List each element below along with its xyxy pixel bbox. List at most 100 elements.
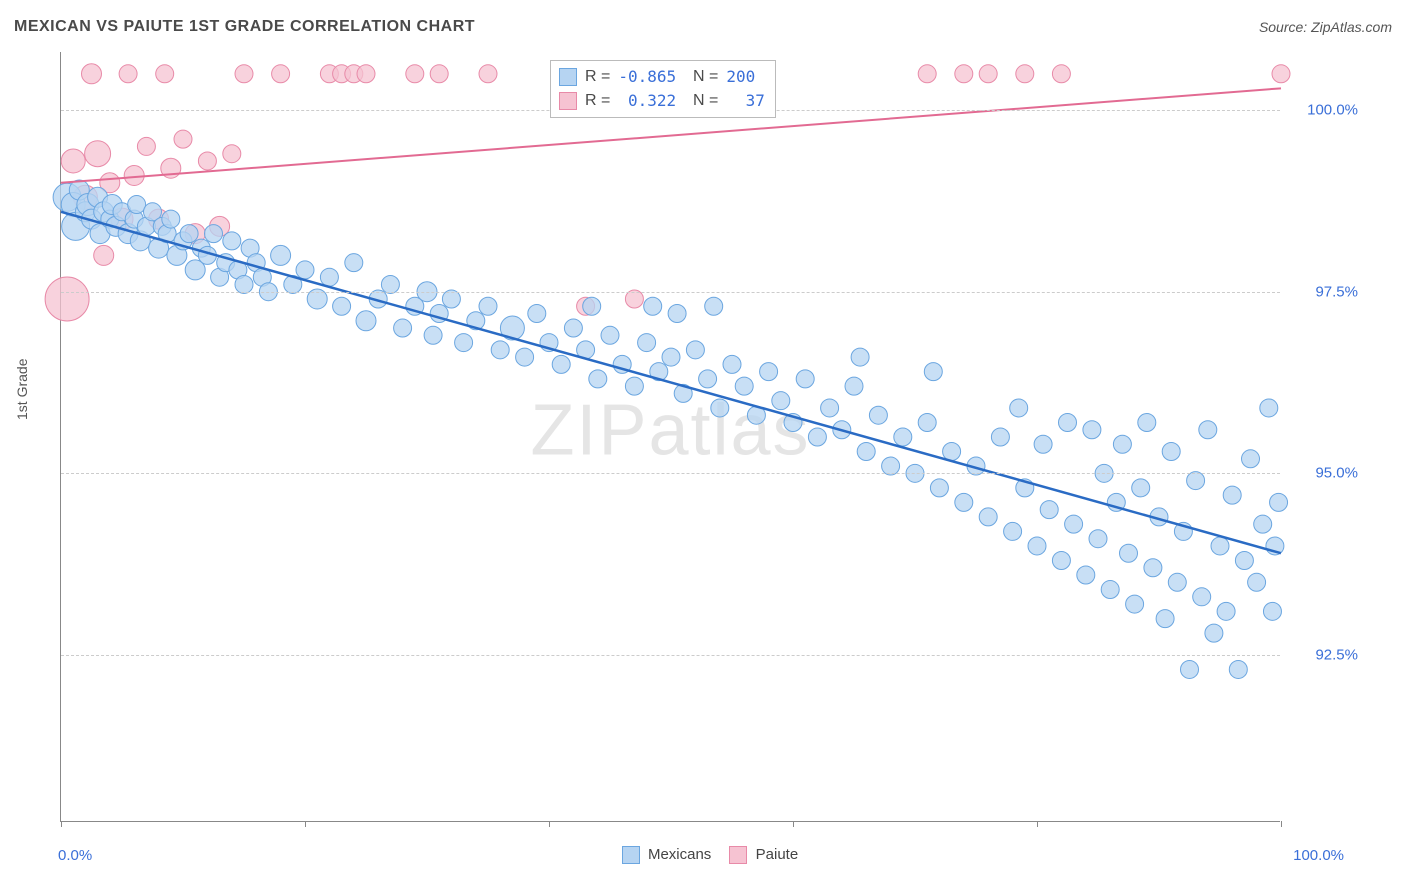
y-tick-label: 92.5% [1315,646,1358,663]
data-point-paiute [82,64,102,84]
data-point-mexicans [699,370,717,388]
data-point-paiute [1272,65,1290,83]
data-point-paiute [979,65,997,83]
gridline [61,655,1280,656]
x-tick-mark [793,821,794,827]
data-point-mexicans [808,428,826,446]
data-point-mexicans [552,355,570,373]
data-point-mexicans [394,319,412,337]
data-point-mexicans [662,348,680,366]
data-point-paiute [1016,65,1034,83]
data-point-mexicans [930,479,948,497]
data-point-mexicans [1223,486,1241,504]
data-point-paiute [235,65,253,83]
data-point-paiute [156,65,174,83]
data-point-paiute [357,65,375,83]
data-point-mexicans [491,341,509,359]
x-tick-mark [1037,821,1038,827]
data-point-mexicans [668,305,686,323]
data-point-mexicans [1126,595,1144,613]
data-point-mexicans [735,377,753,395]
data-point-mexicans [991,428,1009,446]
data-point-mexicans [1254,515,1272,533]
stats-legend: R = -0.865 N = 200 R = 0.322 N = 37 [550,60,776,118]
data-point-paiute [119,65,137,83]
data-point-mexicans [1242,450,1260,468]
data-point-mexicans [1248,573,1266,591]
data-point-paiute [174,130,192,148]
stat-n-mexicans: 200 [726,65,755,89]
data-point-paiute [430,65,448,83]
data-point-mexicans [1077,566,1095,584]
stat-r-label: R = [585,89,610,113]
stat-n-paiute: 37 [726,89,765,113]
data-point-mexicans [479,297,497,315]
data-point-mexicans [516,348,534,366]
swatch-paiute [559,92,577,110]
data-point-mexicans [924,363,942,381]
data-point-mexicans [1034,435,1052,453]
data-point-mexicans [1101,581,1119,599]
data-point-mexicans [564,319,582,337]
data-point-mexicans [1229,660,1247,678]
x-tick-mark [61,821,62,827]
gridline [61,473,1280,474]
y-axis-label: 1st Grade [14,359,30,420]
data-point-mexicans [589,370,607,388]
data-point-mexicans [638,334,656,352]
y-tick-label: 95.0% [1315,465,1358,482]
data-point-paiute [479,65,497,83]
stat-r-mexicans: -0.865 [618,65,676,89]
data-point-mexicans [455,334,473,352]
stat-r-paiute: 0.322 [618,89,676,113]
data-point-mexicans [711,399,729,417]
data-point-mexicans [601,326,619,344]
data-point-mexicans [979,508,997,526]
y-tick-label: 100.0% [1307,102,1358,119]
data-point-mexicans [1162,443,1180,461]
data-point-mexicans [851,348,869,366]
x-tick-mark [1281,821,1282,827]
data-point-mexicans [845,377,863,395]
data-point-mexicans [223,232,241,250]
data-point-mexicans [644,297,662,315]
data-point-mexicans [1205,624,1223,642]
stat-n-label: N = [684,89,718,113]
x-tick-mark [549,821,550,827]
chart-svg [61,52,1280,821]
data-point-mexicans [1132,479,1150,497]
stats-row-paiute: R = 0.322 N = 37 [559,89,765,113]
data-point-mexicans [583,297,601,315]
data-point-mexicans [705,297,723,315]
data-point-paiute [45,277,89,321]
swatch-paiute-bottom [729,846,747,864]
data-point-paiute [918,65,936,83]
data-point-mexicans [1156,610,1174,628]
data-point-paiute [61,149,85,173]
x-tick-mark [305,821,306,827]
data-point-mexicans [1263,602,1281,620]
data-point-mexicans [424,326,442,344]
data-point-mexicans [1028,537,1046,555]
data-point-paiute [85,141,111,167]
data-point-mexicans [1089,530,1107,548]
data-point-mexicans [1120,544,1138,562]
bottom-legend: Mexicans Paiute [0,846,1406,864]
data-point-mexicans [528,305,546,323]
stat-n-label: N = [684,65,718,89]
data-point-mexicans [345,254,363,272]
stats-row-mexicans: R = -0.865 N = 200 [559,65,765,89]
y-tick-label: 97.5% [1315,283,1358,300]
data-point-mexicans [1113,435,1131,453]
data-point-mexicans [333,297,351,315]
data-point-mexicans [796,370,814,388]
data-point-mexicans [1270,493,1288,511]
data-point-mexicans [625,377,643,395]
data-point-mexicans [180,225,198,243]
data-point-mexicans [1211,537,1229,555]
data-point-mexicans [1168,573,1186,591]
data-point-mexicans [686,341,704,359]
data-point-paiute [272,65,290,83]
data-point-mexicans [1040,501,1058,519]
data-point-mexicans [1004,522,1022,540]
